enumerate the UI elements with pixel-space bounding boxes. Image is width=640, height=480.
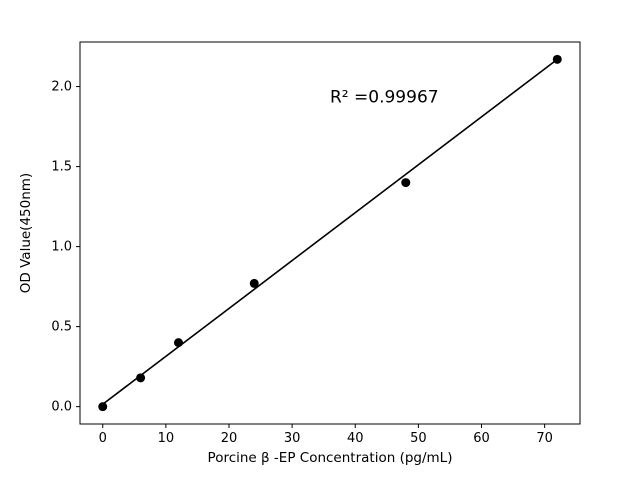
x-tick-label: 10 — [158, 431, 175, 446]
x-tick-label: 70 — [536, 431, 553, 446]
x-tick-label: 0 — [99, 431, 107, 446]
x-tick-label: 30 — [284, 431, 301, 446]
x-axis-label: Porcine β -EP Concentration (pg/mL) — [208, 450, 453, 466]
x-tick-label: 40 — [347, 431, 364, 446]
y-tick-label: 1.5 — [51, 160, 72, 175]
data-point — [136, 373, 146, 383]
x-tick-label: 50 — [410, 431, 427, 446]
y-axis-label: OD Value(450nm) — [18, 173, 34, 293]
x-tick-label: 20 — [221, 431, 238, 446]
axes-spines — [79, 41, 581, 425]
data-point — [552, 54, 562, 64]
data-point — [173, 338, 183, 348]
r-squared-annotation: R² =0.99967 — [330, 88, 439, 108]
y-tick-label: 2.0 — [51, 80, 72, 95]
data-point — [98, 402, 108, 412]
y-tick-label: 0.5 — [51, 320, 72, 335]
y-tick-label: 1.0 — [51, 240, 72, 255]
data-point — [401, 178, 411, 188]
y-tick-label: 0.0 — [51, 400, 72, 415]
x-tick-label: 60 — [473, 431, 490, 446]
data-point — [249, 278, 259, 288]
